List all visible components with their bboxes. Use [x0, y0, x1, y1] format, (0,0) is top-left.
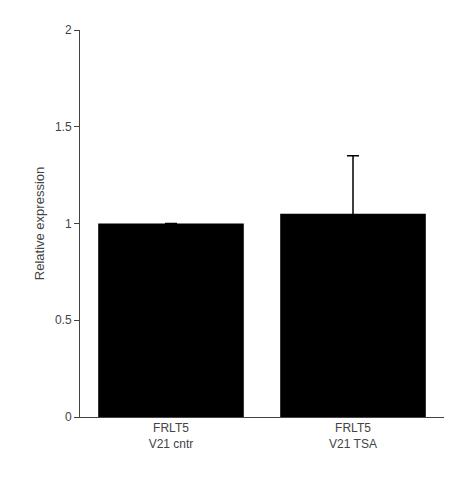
svg-text:FRLT5V21 TSA: FRLT5V21 TSA [329, 421, 377, 451]
svg-text:Relative expression: Relative expression [32, 167, 47, 280]
svg-text:1: 1 [65, 217, 72, 231]
svg-text:2: 2 [65, 23, 72, 37]
svg-text:0: 0 [65, 410, 72, 424]
svg-text:FRLT5V21 cntr: FRLT5V21 cntr [149, 421, 194, 451]
svg-text:0.5: 0.5 [55, 313, 72, 327]
svg-text:1.5: 1.5 [55, 120, 72, 134]
